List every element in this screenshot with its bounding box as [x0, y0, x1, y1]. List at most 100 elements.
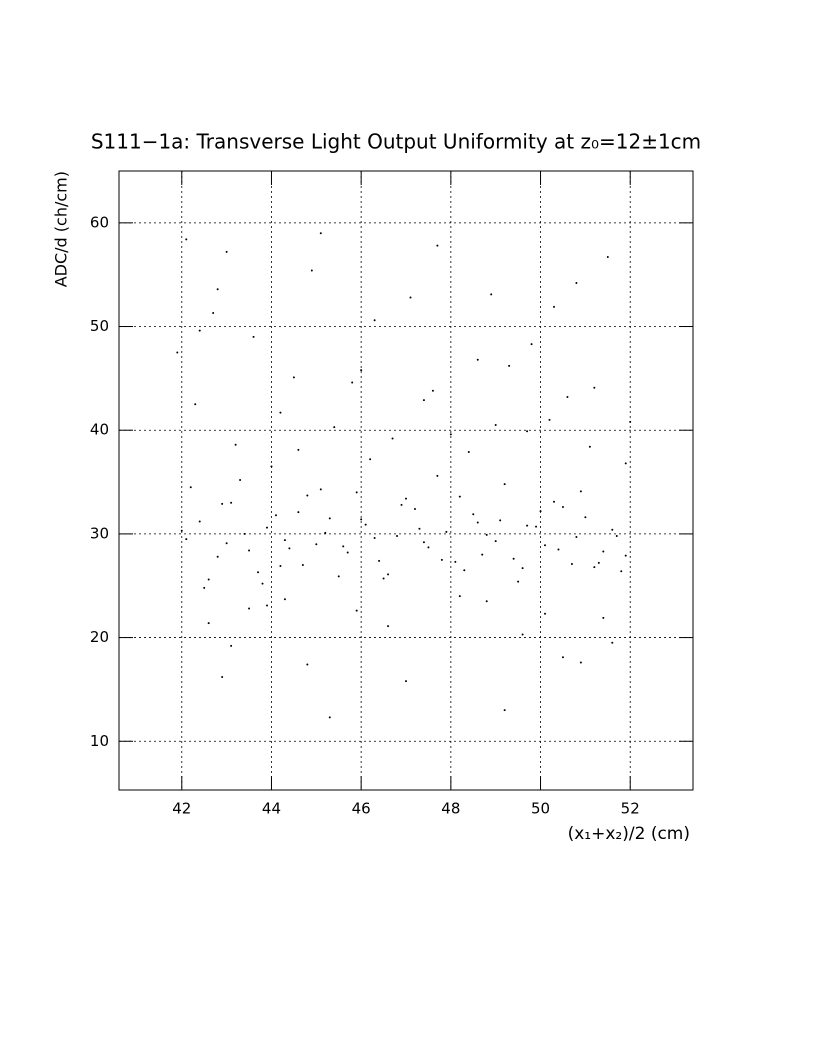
point — [597, 561, 600, 564]
point — [481, 553, 484, 556]
point — [319, 232, 322, 235]
point — [405, 497, 407, 500]
point — [328, 716, 331, 719]
point — [593, 386, 596, 389]
point — [629, 420, 632, 423]
point — [373, 319, 376, 322]
point — [575, 281, 578, 284]
point — [539, 510, 542, 513]
point — [575, 536, 578, 539]
point — [490, 293, 493, 296]
point — [436, 474, 439, 477]
x-tick-label: 46 — [352, 800, 371, 818]
point — [297, 448, 300, 451]
point — [400, 503, 403, 506]
point — [588, 445, 591, 448]
point — [526, 430, 529, 433]
point — [279, 565, 282, 568]
point — [239, 478, 242, 481]
point — [257, 571, 260, 574]
point — [535, 525, 538, 528]
point — [508, 364, 511, 367]
point — [207, 578, 210, 581]
point — [584, 516, 587, 519]
point — [248, 549, 251, 552]
point — [225, 250, 228, 253]
point — [467, 450, 470, 453]
y-tick-label: 60 — [90, 213, 109, 231]
point — [198, 520, 201, 523]
point — [261, 582, 264, 585]
point — [526, 524, 529, 527]
y-tick-label: 10 — [90, 732, 109, 750]
point — [458, 495, 461, 498]
point — [346, 551, 349, 554]
point — [409, 296, 412, 299]
point — [517, 580, 520, 583]
point — [503, 709, 506, 712]
point — [351, 381, 354, 384]
point — [176, 351, 179, 354]
point — [544, 612, 547, 615]
point — [382, 577, 385, 580]
point — [552, 305, 555, 308]
point — [185, 238, 188, 241]
point — [593, 566, 596, 569]
point — [279, 411, 282, 414]
point — [427, 546, 430, 549]
point — [306, 663, 309, 666]
point — [306, 494, 309, 497]
point — [265, 526, 268, 529]
point — [234, 443, 237, 446]
point — [620, 570, 623, 573]
x-axis-label: (x₁+x₂)/2 (cm) — [568, 824, 690, 844]
point — [445, 530, 448, 533]
point — [373, 537, 376, 540]
point — [602, 550, 605, 553]
point — [463, 569, 466, 572]
plot-frame — [118, 170, 694, 791]
point — [521, 567, 524, 570]
point — [499, 519, 502, 522]
point — [337, 575, 340, 578]
point — [369, 458, 372, 461]
point — [355, 491, 358, 494]
point — [265, 604, 268, 607]
point — [301, 564, 304, 567]
point — [342, 545, 345, 548]
point — [552, 500, 555, 503]
y-axis-label: ADC/d (ch/cm) — [52, 171, 71, 287]
point — [283, 598, 286, 601]
point — [324, 531, 327, 534]
point — [557, 548, 560, 551]
point — [485, 600, 488, 603]
point — [315, 543, 318, 546]
point — [503, 483, 506, 486]
point — [333, 426, 336, 429]
point — [494, 540, 497, 543]
point — [221, 502, 224, 505]
point — [521, 633, 524, 636]
point — [512, 557, 515, 560]
point — [198, 329, 201, 332]
point — [203, 586, 206, 589]
point — [297, 511, 300, 514]
point — [624, 554, 627, 557]
point — [355, 609, 358, 612]
point — [248, 607, 251, 610]
point — [378, 559, 381, 562]
point — [431, 389, 434, 392]
point — [579, 490, 582, 493]
point — [548, 418, 551, 421]
point — [360, 518, 363, 521]
point — [364, 523, 367, 526]
point — [561, 505, 564, 508]
point — [422, 399, 425, 402]
point — [458, 595, 461, 598]
point — [270, 465, 273, 468]
x-tick-label: 50 — [531, 800, 550, 818]
point — [566, 396, 569, 399]
x-tick-label: 52 — [621, 800, 640, 818]
point — [440, 558, 443, 561]
point — [283, 539, 286, 542]
